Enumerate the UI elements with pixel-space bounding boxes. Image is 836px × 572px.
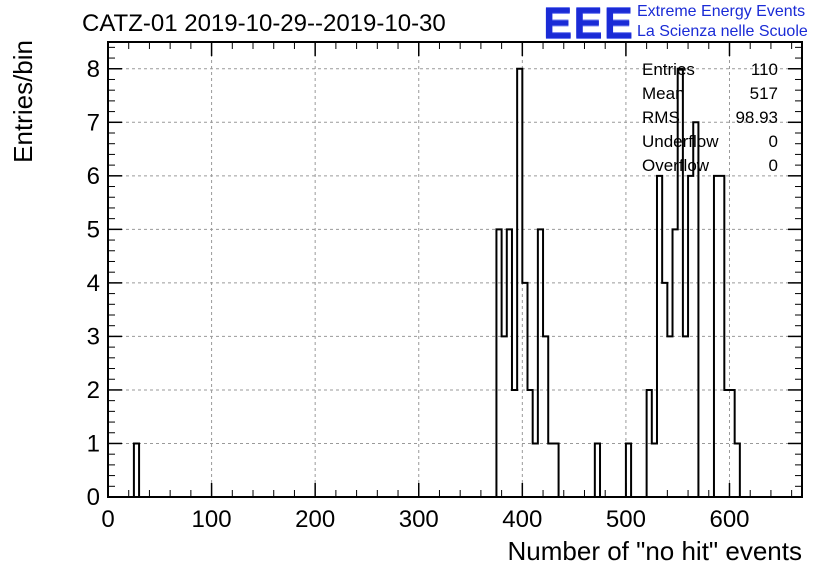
logo-caption: Extreme Energy Events La Scienza nelle S… <box>637 2 808 42</box>
stats-row-mean: Mean 517 <box>642 82 778 106</box>
y-tick-label: 4 <box>87 270 100 297</box>
stats-value: 517 <box>749 84 778 103</box>
x-tick-label: 100 <box>192 506 232 533</box>
y-tick-label: 3 <box>87 323 100 350</box>
x-tick-label: 400 <box>502 506 542 533</box>
y-tick-label: 5 <box>87 216 100 243</box>
x-tick-label: 500 <box>606 506 646 533</box>
stats-key: Mean <box>642 84 685 103</box>
histogram-outline <box>132 67 751 498</box>
logo-line-2: La Scienza nelle Scuole <box>637 23 808 40</box>
logo-line-1: Extreme Energy Events <box>637 3 806 20</box>
stats-value: 0 <box>768 156 778 175</box>
y-tick-label: 0 <box>87 484 100 511</box>
stats-row-rms: RMS 98.93 <box>642 106 778 130</box>
grid-lines <box>107 42 802 498</box>
chart-title: CATZ-01 2019-10-29--2019-10-30 <box>82 10 446 37</box>
x-tick-label: 0 <box>101 506 114 533</box>
stats-row-overflow: Overflow 0 <box>642 154 778 178</box>
stats-key: Entries <box>642 60 695 79</box>
stats-key: Overflow <box>642 156 710 175</box>
plot-frame <box>107 41 803 498</box>
y-tick-label: 7 <box>87 109 100 136</box>
stats-key: RMS <box>642 108 680 127</box>
histogram-bar <box>533 443 538 497</box>
y-tick-label: 6 <box>87 163 100 190</box>
x-axis-label: Number of "no hit" events <box>507 536 803 566</box>
histogram-bar <box>667 336 672 497</box>
stats-box: Entries 110 Mean 517 RMS 98.93 Underflow 0 O… <box>642 58 778 178</box>
x-tick-label: 600 <box>709 506 749 533</box>
stats-value: 110 <box>750 60 778 79</box>
y-axis-ticks: 0 1 2 3 4 5 6 7 8 <box>87 46 802 511</box>
y-tick-label: 8 <box>87 56 100 83</box>
stats-key: Underflow <box>642 132 719 151</box>
histogram-bar <box>502 336 507 497</box>
y-tick-label: 2 <box>87 377 100 404</box>
histogram-bar <box>683 336 688 497</box>
histogram-bar <box>652 443 657 497</box>
eee-logo: EEE <box>543 0 635 48</box>
stats-row-underflow: Underflow 0 <box>642 130 778 154</box>
x-tick-label: 300 <box>399 506 439 533</box>
stats-value: 0 <box>768 132 778 151</box>
histogram-bar <box>548 443 553 497</box>
y-axis-label: Entries/bin <box>8 40 38 163</box>
y-tick-label: 1 <box>87 430 100 457</box>
stats-row-entries: Entries 110 <box>642 58 778 82</box>
x-tick-label: 200 <box>295 506 335 533</box>
x-axis-ticks: 0 100 200 300 400 500 600 <box>101 42 793 533</box>
stats-value: 98.93 <box>735 108 778 127</box>
